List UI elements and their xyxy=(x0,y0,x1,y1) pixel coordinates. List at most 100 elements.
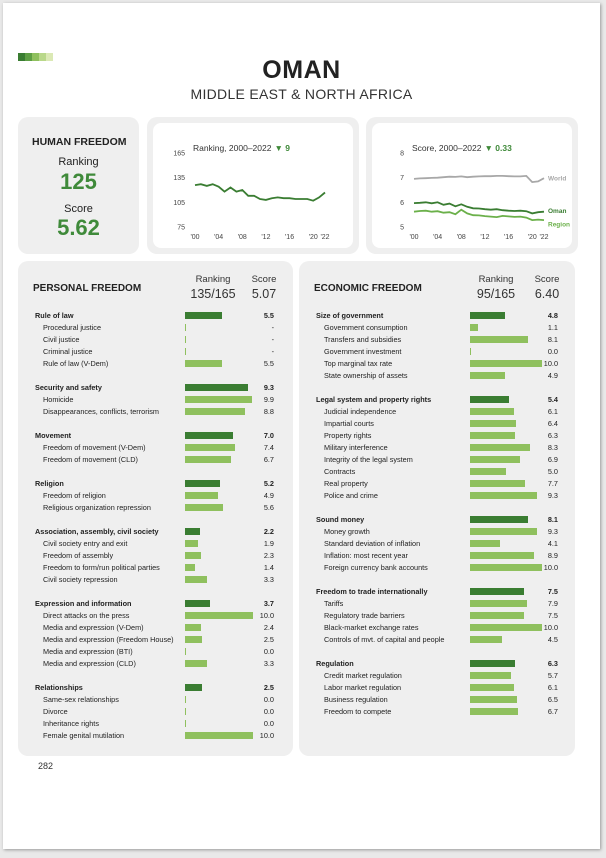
category-row: Expression and information 3.7 xyxy=(18,598,293,610)
indicator-label: Impartial courts xyxy=(324,419,374,428)
indicator-score-bar xyxy=(470,420,517,427)
category-score: 2.2 xyxy=(263,527,274,536)
indicator-score: 6.7 xyxy=(263,455,274,464)
indicator-score: 5.6 xyxy=(263,503,274,512)
indicator-label: Freedom of religion xyxy=(43,491,106,500)
indicator-label: Freedom of assembly xyxy=(43,551,114,560)
indicator-score-bar xyxy=(185,732,253,739)
x-tick-label: '22 xyxy=(539,234,548,241)
series-line-oman xyxy=(413,201,545,215)
indicator-score-bar xyxy=(185,540,198,547)
indicator-row: Money growth 9.3 xyxy=(299,526,574,538)
indicator-label: Military interference xyxy=(324,443,388,452)
indicator-score-bar xyxy=(470,456,520,463)
economic-ranking-label: Ranking xyxy=(478,274,514,285)
x-tick-label: '00 xyxy=(409,234,418,241)
indicator-label: Homicide xyxy=(43,395,74,404)
category-row: Relationships 2.5 xyxy=(18,682,293,694)
indicator-score-bar xyxy=(185,360,223,367)
x-tick-label: '16 xyxy=(504,234,513,241)
indicator-row: Female genital mutilation 10.0 xyxy=(18,730,293,742)
indicator-label: Divorce xyxy=(43,707,68,716)
category-score: 8.1 xyxy=(547,515,558,524)
indicator-score-bar xyxy=(185,708,186,715)
category-score: 9.3 xyxy=(263,383,274,392)
category-row: Freedom to trade internationally 7.5 xyxy=(299,586,574,598)
human-freedom-title: HUMAN FREEDOM xyxy=(32,136,127,148)
indicator-score: 6.9 xyxy=(547,455,558,464)
category-row: Legal system and property rights 5.4 xyxy=(299,394,574,406)
series-line-region xyxy=(413,208,545,222)
category-label: Regulation xyxy=(316,659,354,668)
category-score: 3.7 xyxy=(263,599,274,608)
swatch-4 xyxy=(39,53,46,61)
indicator-label: Rule of law (V-Dem) xyxy=(43,359,109,368)
indicator-score-bar xyxy=(470,492,537,499)
category-score-bar xyxy=(185,432,233,439)
indicator-label: Integrity of the legal system xyxy=(324,455,413,464)
y-tick-label: 75 xyxy=(177,225,185,232)
indicator-score: 6.7 xyxy=(547,707,558,716)
indicator-row: Business regulation 6.5 xyxy=(299,694,574,706)
category-score: 5.2 xyxy=(263,479,274,488)
indicator-label: Disappearances, conflicts, terrorism xyxy=(43,407,159,416)
indicator-score: 0.0 xyxy=(263,647,274,656)
indicator-row: Inflation: most recent year 8.9 xyxy=(299,550,574,562)
hf-ranking-value: 125 xyxy=(60,169,97,194)
indicator-score: 6.1 xyxy=(547,407,558,416)
indicator-score: 5.5 xyxy=(263,359,274,368)
economic-score-label: Score xyxy=(534,274,560,285)
indicator-score-bar xyxy=(470,624,542,631)
category-score: 2.5 xyxy=(263,683,274,692)
indicator-label: Real property xyxy=(324,479,368,488)
indicator-score-bar xyxy=(185,456,231,463)
indicator-score: 10.0 xyxy=(543,359,558,368)
indicator-label: Transfers and subsidies xyxy=(324,335,402,344)
indicator-score-bar xyxy=(185,612,253,619)
indicator-score: - xyxy=(271,335,274,344)
personal-score-label: Score xyxy=(251,274,277,285)
personal-freedom-title: PERSONAL FREEDOM xyxy=(33,283,142,294)
category-score: 7.0 xyxy=(263,431,274,440)
indicator-row: Military interference 8.3 xyxy=(299,442,574,454)
indicator-score: - xyxy=(271,323,274,332)
category-score-bar xyxy=(185,684,202,691)
category-row: Size of government 4.8 xyxy=(299,310,574,322)
indicator-label: Credit market regulation xyxy=(324,671,402,680)
indicator-score-bar xyxy=(470,612,524,619)
hf-score-value: 5.62 xyxy=(57,215,100,240)
indicator-row: Freedom to compete 6.7 xyxy=(299,706,574,718)
indicator-row: Freedom to form/run political parties 1.4 xyxy=(18,562,293,574)
indicator-score: 0.0 xyxy=(263,707,274,716)
indicator-score-bar xyxy=(470,432,516,439)
category-score-bar xyxy=(185,600,211,607)
score-line-chart: 5 6 7 8 '00 '04 '08 '12 '16 '20'22 World Oman Region xyxy=(400,151,570,242)
category-row: Rule of law 5.5 xyxy=(18,310,293,322)
indicator-label: Business regulation xyxy=(324,695,388,704)
indicator-row: Real property 7.7 xyxy=(299,478,574,490)
report-page: OMAN MIDDLE EAST & NORTH AFRICA HUMAN FR… xyxy=(3,3,600,849)
indicator-row: Police and crime 9.3 xyxy=(299,490,574,502)
indicator-label: Female genital mutilation xyxy=(43,731,125,740)
y-tick-label: 135 xyxy=(173,175,185,182)
indicator-score-bar xyxy=(185,444,236,451)
indicator-score: 10.0 xyxy=(543,623,558,632)
country-title: OMAN xyxy=(262,56,341,84)
indicator-score: 10.0 xyxy=(259,731,274,740)
indicator-score-bar xyxy=(470,672,512,679)
indicator-label: Contracts xyxy=(324,467,356,476)
x-tick-label: '22 xyxy=(320,234,329,241)
personal-ranking-value: 135/165 xyxy=(190,287,236,301)
indicator-score: 9.9 xyxy=(263,395,274,404)
indicator-score-bar xyxy=(185,336,186,343)
category-score-bar xyxy=(470,588,524,595)
indicator-score: 8.1 xyxy=(547,335,558,344)
x-tick-label: '20 xyxy=(528,234,537,241)
indicator-score: 7.5 xyxy=(547,611,558,620)
indicator-label: Civil society entry and exit xyxy=(43,539,128,548)
indicator-score: 8.8 xyxy=(263,407,274,416)
indicator-row: Criminal justice - xyxy=(18,346,293,358)
indicator-score-bar xyxy=(470,324,478,331)
economic-freedom-panel: ECONOMIC FREEDOM Ranking Score 95/165 6.… xyxy=(299,261,575,756)
category-row: Sound money 8.1 xyxy=(299,514,574,526)
